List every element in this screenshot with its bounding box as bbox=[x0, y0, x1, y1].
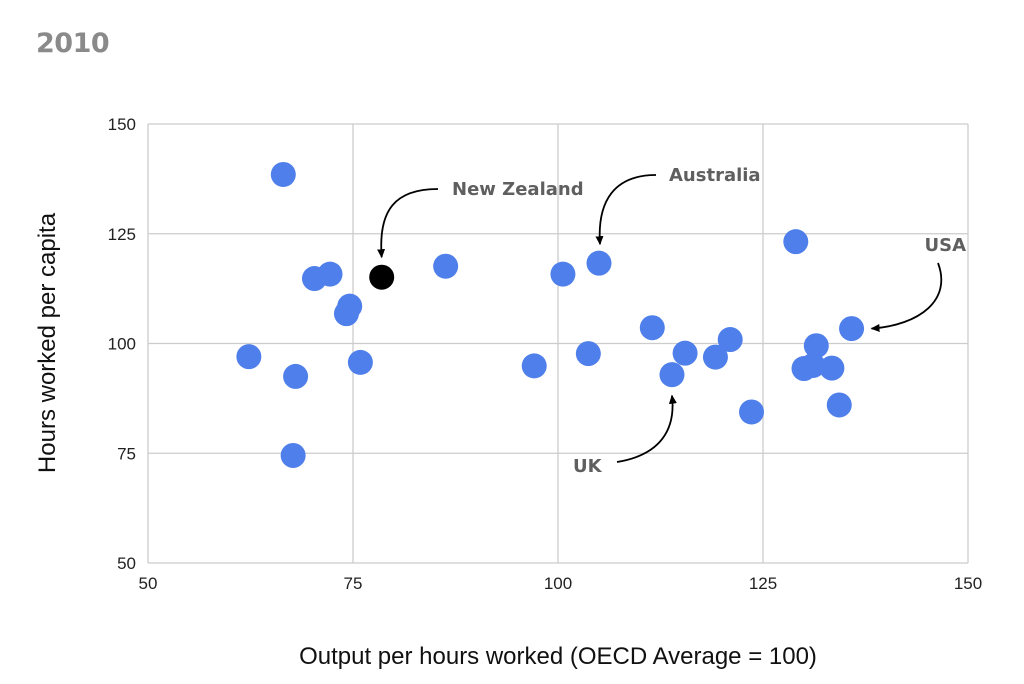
highlight-point bbox=[369, 264, 395, 290]
annotation-arrow bbox=[616, 394, 677, 463]
data-point bbox=[702, 344, 728, 370]
x-tick-label: 100 bbox=[544, 574, 572, 593]
data-point bbox=[521, 353, 547, 379]
data-point bbox=[739, 399, 765, 425]
data-point bbox=[317, 261, 343, 287]
data-point bbox=[803, 333, 829, 359]
x-tick-label: 150 bbox=[954, 574, 982, 593]
annotation-arrows bbox=[377, 174, 943, 463]
data-point bbox=[236, 344, 262, 370]
annotation-label: UK bbox=[573, 456, 603, 477]
data-point bbox=[639, 315, 665, 341]
y-axis-label: Hours worked per capita bbox=[34, 212, 61, 473]
data-point bbox=[672, 340, 698, 366]
data-point bbox=[659, 362, 685, 388]
data-point bbox=[586, 250, 612, 276]
data-point bbox=[826, 392, 852, 418]
annotation-label: USA bbox=[924, 235, 966, 256]
annotation-arrow bbox=[377, 188, 439, 259]
annotation-label: New Zealand bbox=[452, 179, 584, 200]
y-tick-label: 125 bbox=[108, 225, 136, 244]
data-point bbox=[347, 349, 373, 375]
y-tick-label: 100 bbox=[108, 335, 136, 354]
annotation-arrow bbox=[595, 174, 657, 246]
x-tick-label: 125 bbox=[749, 574, 777, 593]
data-point bbox=[819, 355, 845, 381]
x-tick-label: 75 bbox=[344, 574, 363, 593]
data-point bbox=[433, 253, 459, 279]
data-point bbox=[283, 363, 309, 389]
data-point bbox=[280, 442, 306, 468]
grid-lines bbox=[147, 123, 969, 564]
annotation-arrow bbox=[870, 262, 943, 332]
data-point bbox=[270, 161, 296, 187]
data-point bbox=[800, 352, 826, 378]
data-point bbox=[575, 341, 601, 367]
page-title: 2010 bbox=[36, 28, 110, 59]
data-points bbox=[236, 161, 865, 468]
data-point bbox=[839, 316, 865, 342]
data-point bbox=[550, 261, 576, 287]
y-tick-label: 150 bbox=[108, 115, 136, 134]
y-tick-label: 75 bbox=[117, 444, 136, 463]
data-point bbox=[717, 327, 743, 353]
x-tick-label: 50 bbox=[139, 574, 158, 593]
annotation-label: Australia bbox=[669, 165, 761, 186]
tick-labels: 50 75 100 125 150 50 75 100 125 150 bbox=[108, 115, 983, 593]
data-point bbox=[333, 301, 359, 327]
annotation-labels: New Zealand Australia USA UK bbox=[452, 165, 966, 477]
y-tick-label: 50 bbox=[117, 554, 136, 573]
data-point bbox=[783, 229, 809, 255]
x-axis-label: Output per hours worked (OECD Average = … bbox=[299, 643, 817, 670]
